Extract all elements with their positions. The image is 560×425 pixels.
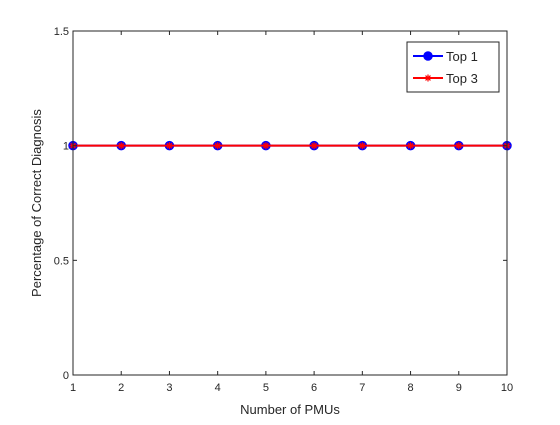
x-tick-label: 8 (407, 382, 413, 394)
x-axis-label: Number of PMUs (240, 402, 340, 417)
legend-swatch-marker (423, 51, 433, 61)
legend: Top 1 Top 3 (406, 41, 500, 93)
data-point (262, 142, 270, 150)
legend-label: Top 1 (446, 49, 478, 64)
x-tick-label: 6 (311, 382, 317, 394)
y-tick-label: 0 (63, 370, 69, 382)
y-tick-label: 0.5 (54, 255, 69, 267)
data-point (407, 142, 415, 150)
tick-layer: 1 2 3 4 5 6 7 8 9 10 0 0.5 1 1.5 (54, 26, 513, 394)
legend-label: Top 3 (446, 71, 478, 86)
x-tick-label: 5 (263, 382, 269, 394)
data-point (455, 142, 463, 150)
data-point (165, 142, 173, 150)
x-tick-label: 1 (70, 382, 76, 394)
data-point (214, 142, 222, 150)
data-point (358, 142, 366, 150)
y-tick-label: 1 (63, 141, 69, 153)
legend-item: Top 3 (413, 71, 478, 86)
legend-swatch-marker (424, 74, 432, 82)
plot-frame (72, 30, 508, 376)
y-axis-label: Percentage of Correct Diagnosis (29, 109, 44, 297)
x-tick-label: 4 (215, 382, 221, 394)
y-tick-label: 1.5 (54, 26, 69, 38)
x-tick-label: 10 (501, 382, 513, 394)
data-point (117, 142, 125, 150)
data-point (310, 142, 318, 150)
legend-item: Top 1 (413, 49, 478, 64)
x-tick-label: 2 (118, 382, 124, 394)
x-tick-label: 7 (359, 382, 365, 394)
x-tick-label: 3 (166, 382, 172, 394)
legend-box (406, 41, 500, 93)
x-tick-label: 9 (456, 382, 462, 394)
